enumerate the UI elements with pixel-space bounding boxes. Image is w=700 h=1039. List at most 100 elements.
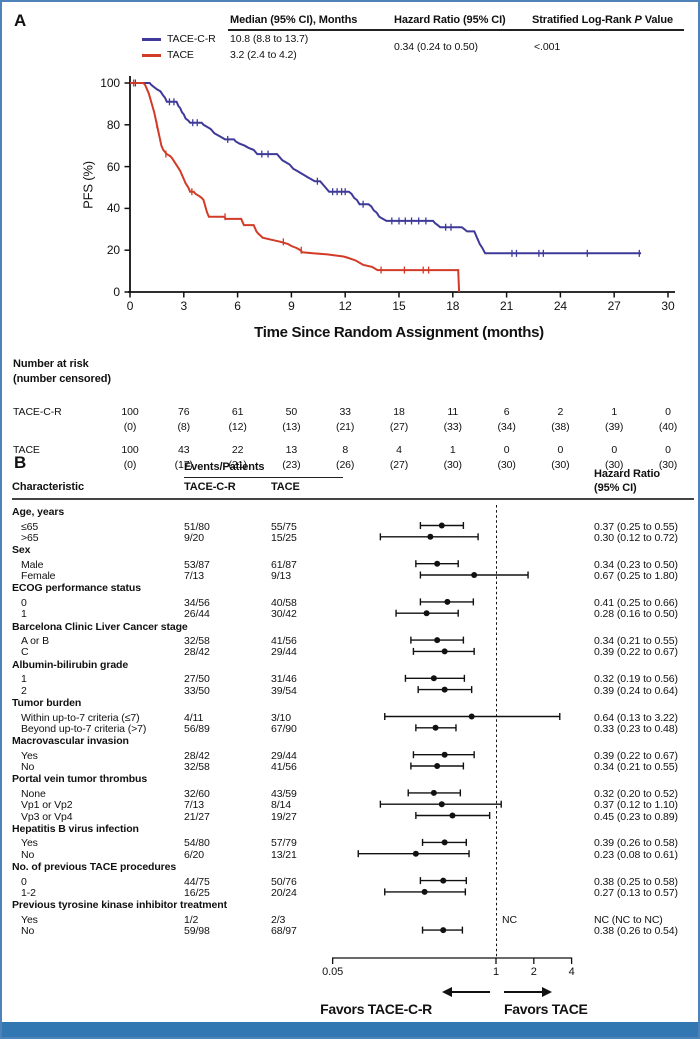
forest-hr-text: 0.34 (0.21 to 0.55) [594, 761, 678, 773]
favors-left-arrow-head [442, 987, 452, 997]
legend-line-tace [142, 54, 161, 57]
risk-count: 0 [557, 444, 564, 456]
forest-hr-text: 0.39 (0.22 to 0.67) [594, 646, 678, 659]
forest-row-label: A or B [21, 635, 49, 648]
forest-hr-text: 0.34 (0.23 to 0.50) [594, 558, 678, 571]
forest-row-label: Beyond up-to-7 criteria (>7) [21, 722, 147, 735]
forest-hr-text: 0.32 (0.20 to 0.52) [594, 787, 678, 800]
censored-count: (38) [551, 421, 570, 433]
km-y-tick-label: 60 [106, 159, 120, 174]
favors-right-label: Favors TACE [504, 1001, 588, 1017]
risk-count: 1 [611, 406, 618, 418]
forest-group-label: Portal vein tumor thrombus [12, 773, 148, 786]
forest-events-arm1: 16/25 [184, 886, 210, 899]
risk-count: 61 [231, 406, 244, 418]
forest-events-arm1: 7/13 [184, 570, 205, 582]
risk-count: 43 [178, 444, 190, 456]
forest-point [441, 751, 448, 758]
forest-events-arm2: 55/75 [271, 520, 297, 533]
forest-row-label: No [21, 848, 35, 861]
forest-events-arm1: 51/80 [184, 520, 210, 533]
forest-events-arm1: 53/87 [184, 558, 210, 571]
forest-hr-text: 0.64 (0.13 to 3.22) [594, 711, 678, 724]
forest-events-arm2: 30/42 [271, 608, 297, 621]
forest-events-arm2: 41/56 [271, 635, 297, 648]
km-x-axis-title: Time Since Random Assignment (months) [254, 324, 544, 341]
forest-hr-text: 0.37 (0.12 to 1.10) [594, 799, 678, 812]
p-header-pre: Stratified Log-Rank [532, 14, 635, 26]
forest-hr-text: 0.39 (0.24 to 0.64) [594, 684, 678, 697]
forest-events-arm1: 26/44 [184, 608, 210, 621]
km-y-tick-label: 40 [106, 201, 120, 216]
forest-events-arm2: 68/97 [271, 925, 297, 938]
km-x-tick-label: 9 [288, 299, 295, 313]
forest-events-arm1: 21/27 [184, 810, 210, 823]
forest-group-label: Albumin-bilirubin grade [12, 658, 129, 671]
forest-events-arm1: 56/89 [184, 722, 210, 735]
km-y-tick-label: 20 [106, 243, 120, 258]
forest-events-arm2: 41/56 [271, 761, 297, 773]
censored-count: (0) [123, 459, 137, 471]
km-x-tick-label: 3 [180, 299, 188, 313]
risk-count: 22 [231, 444, 244, 456]
forest-events-arm2: 67/90 [271, 722, 297, 735]
censored-count: (21) [228, 459, 247, 471]
risk-count: 8 [342, 444, 349, 456]
summary-col-hr-header: Hazard Ratio (95% CI) [394, 14, 506, 26]
forest-axis-tick-label: 1 [492, 966, 500, 978]
characteristic-header: Characteristic [12, 481, 84, 493]
median-value-tace-c-r: 10.8 (8.8 to 13.7) [230, 33, 309, 45]
forest-events-arm2: 8/14 [271, 799, 292, 812]
forest-axis-line [331, 957, 573, 964]
censored-count: (39) [605, 421, 624, 433]
forest-events-arm1: 28/42 [184, 646, 210, 659]
risk-count: 2 [557, 406, 564, 418]
forest-events-arm2: 29/44 [271, 646, 297, 659]
censored-count: (40) [658, 421, 678, 433]
forest-row-label: Yes [21, 913, 38, 926]
censored-count: (30) [551, 459, 570, 471]
censored-count: (33) [443, 421, 462, 433]
km-x-tick-label: 6 [234, 299, 241, 313]
km-x-tick-label: 0 [126, 299, 134, 313]
forest-hr-text: 0.41 (0.25 to 0.66) [594, 596, 678, 609]
censored-count: (34) [497, 421, 516, 433]
figure-bottom-bar [2, 1022, 698, 1037]
km-x-tick-label: 12 [338, 299, 352, 313]
forest-hr-text: 0.37 (0.25 to 0.55) [594, 520, 678, 533]
forest-events-arm1: 7/13 [184, 799, 205, 812]
forest-hr-text: 0.34 (0.21 to 0.55) [594, 635, 678, 648]
forest-events-arm1: 59/98 [184, 925, 210, 938]
forest-events-arm1: 33/50 [184, 684, 210, 697]
forest-row-label: Vp3 or Vp4 [21, 810, 73, 823]
forest-events-arm1: 9/20 [184, 531, 205, 544]
risk-count: 4 [396, 444, 402, 456]
forest-point [440, 877, 447, 884]
summary-col-p-header: Stratified Log-Rank P Value [532, 14, 673, 26]
forest-hr-text: 0.27 (0.13 to 0.57) [594, 886, 678, 899]
forest-group-label: No. of previous TACE procedures [12, 861, 177, 874]
forest-row-label: Male [21, 558, 44, 571]
forest-events-arm1: 34/56 [184, 596, 210, 609]
forest-group-label: Macrovascular invasion [12, 735, 129, 748]
censored-count: (30) [658, 459, 678, 471]
forest-events-arm2: 57/79 [271, 837, 297, 850]
forest-point [434, 637, 441, 644]
forest-point [421, 888, 428, 895]
km-x-tick-label: 18 [446, 299, 460, 313]
forest-events-arm2: 20/24 [271, 886, 297, 899]
forest-events-arm2: 3/10 [271, 711, 292, 724]
forest-events-arm2: 2/3 [271, 913, 286, 926]
forest-events-arm2: 19/27 [271, 810, 297, 823]
forest-point [427, 533, 434, 540]
risk-count: 0 [665, 444, 671, 456]
forest-group-label: Age, years [12, 506, 65, 518]
number-censored-title: (number censored) [13, 373, 111, 385]
forest-row-label: 0 [21, 875, 27, 888]
forest-events-arm1: 28/42 [184, 749, 210, 762]
forest-events-arm2: 39/54 [271, 684, 297, 697]
censored-count: (0) [123, 421, 137, 433]
forest-group-label: ECOG performance status [12, 582, 141, 595]
forest-hr-text: 0.39 (0.22 to 0.67) [594, 749, 678, 762]
forest-group-label: Hepatitis B virus infection [12, 822, 139, 835]
